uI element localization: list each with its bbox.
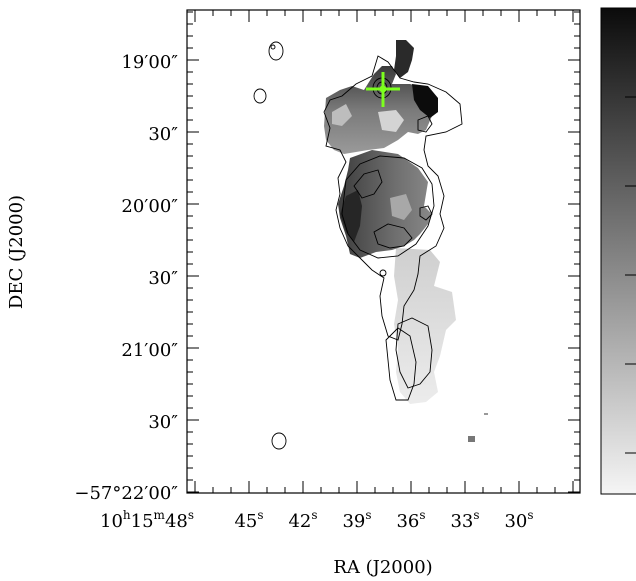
- ra-tick-label: 45s: [234, 508, 263, 532]
- emission-light-patch: [378, 110, 404, 132]
- contour-small-ellipse: [379, 269, 387, 277]
- emission-speck: [468, 436, 475, 442]
- ra-tick-label: 39s: [342, 508, 371, 532]
- dec-tick-label: 30″: [148, 268, 178, 289]
- dec-tick-label: 21′00″: [121, 340, 178, 361]
- marker-cross-center: [379, 85, 387, 93]
- emission-upper: [324, 66, 438, 154]
- emission-map: [324, 40, 488, 442]
- emission-knot: [412, 84, 438, 118]
- contour-knot: [417, 115, 433, 133]
- contour-tail-outer: [385, 327, 417, 401]
- emission-tail: [394, 248, 456, 404]
- contour-lines: [253, 41, 463, 450]
- contour-ring: [341, 155, 435, 259]
- dec-tick-label: 30″: [148, 124, 178, 145]
- x-axis-title: RA (J2000): [333, 557, 432, 578]
- ra-tick-label: 36s: [396, 508, 425, 532]
- emission-light-patch: [332, 104, 352, 126]
- emission-speck: [416, 378, 426, 384]
- dec-tick-label: 20′00″: [121, 196, 178, 217]
- ra-tick-labels: 10h15m48s 45s 42s 39s 36s 33s 30s: [100, 508, 534, 532]
- axis-ticks: [187, 10, 580, 493]
- contour-small-ellipse: [270, 44, 276, 50]
- ra-tick-label: 33s: [450, 508, 479, 532]
- contour-tail: [395, 317, 433, 389]
- emission-light-patch: [390, 194, 412, 220]
- contour-inner-a: [353, 169, 383, 199]
- contour-small-ellipse: [253, 88, 267, 104]
- contour-outer: [323, 55, 463, 341]
- ra-tick-label: 30s: [504, 508, 533, 532]
- contour-knot-2: [419, 205, 433, 221]
- colorbar-gradient: [600, 7, 636, 495]
- contour-small-ellipse: [271, 432, 287, 450]
- colorbar: [600, 7, 636, 495]
- dec-tick-label: 19′00″: [121, 52, 178, 73]
- dec-tick-label: 30″: [148, 412, 178, 433]
- emission-west-edge: [340, 190, 362, 242]
- ra-tick-label-first: 10h15m48s: [100, 508, 194, 532]
- position-marker: [366, 72, 400, 107]
- ra-tick-label: 42s: [288, 508, 317, 532]
- y-axis-title: DEC (J2000): [6, 195, 27, 309]
- contour-inner-b: [373, 223, 413, 249]
- emission-finger: [394, 40, 414, 78]
- dec-tick-labels: 19′00″ 30″ 20′00″ 30″ 21′00″ 30″ −57°22′…: [74, 52, 178, 504]
- dec-tick-label: −57°22′00″: [74, 483, 178, 504]
- contour-small-ellipse: [268, 41, 284, 61]
- colorbar-ticks: [625, 96, 636, 454]
- emission-speck: [484, 413, 488, 415]
